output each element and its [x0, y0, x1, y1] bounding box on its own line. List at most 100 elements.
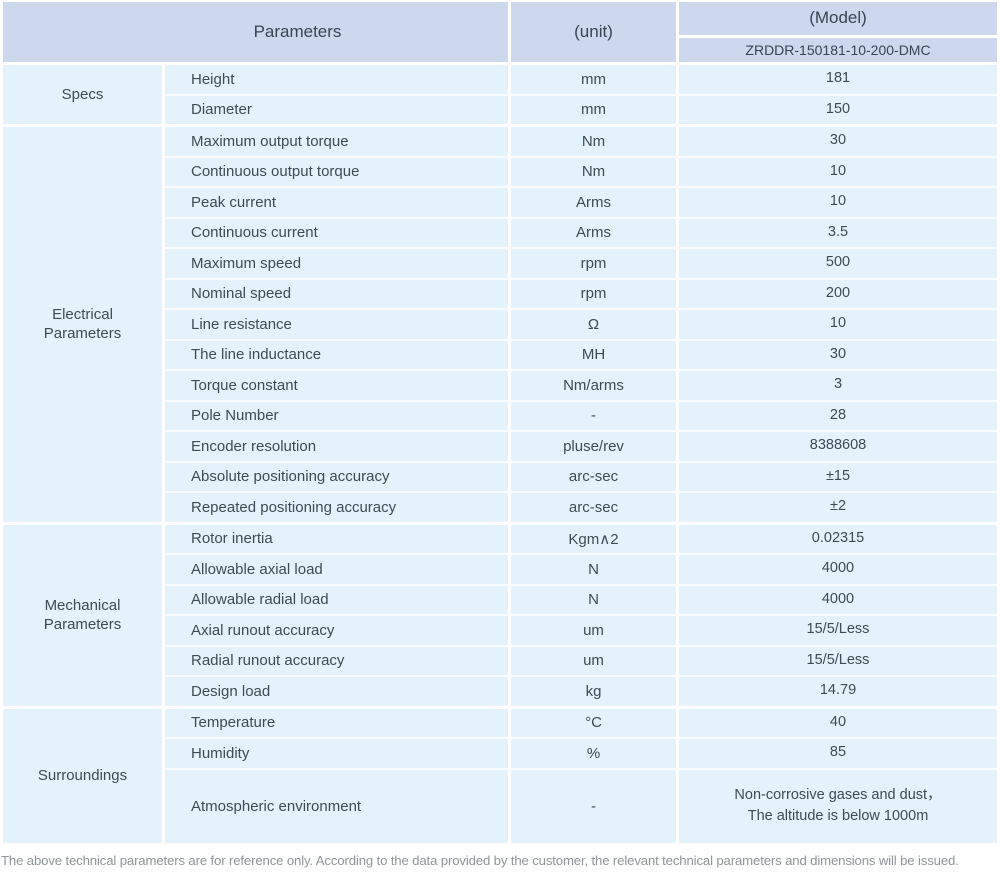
unit-cell: N	[511, 555, 679, 586]
value-cell: 0.02315	[679, 524, 997, 555]
unit-cell: MH	[511, 340, 679, 371]
table-row: Specs Height mm 181	[3, 65, 997, 127]
parameter-cell: Maximum output torque	[165, 127, 511, 158]
value-cell: 4000	[679, 585, 997, 616]
table-row: Continuous current Arms 3.5	[3, 218, 997, 249]
parameters-table: Parameters (unit) (Model) ZRDDR-150181-1…	[3, 2, 997, 846]
value-cell: 15/5/Less	[679, 616, 997, 647]
table-row: Peak current Arms 10	[3, 188, 997, 219]
parameter-cell: Peak current	[165, 188, 511, 219]
value-cell: 3	[679, 371, 997, 402]
table-row: Pole Number -28	[3, 401, 997, 432]
table-row: Repeated positioning accuracy arc-sec ±2	[3, 493, 997, 525]
table-row: Diameter mm 150	[3, 95, 997, 127]
parameter-cell: Pole Number	[165, 401, 511, 432]
parameter-cell: Design load	[165, 677, 511, 709]
value-cell: 3.5	[679, 218, 997, 249]
table-row: Encoder resolution pluse/rev 8388608	[3, 432, 997, 463]
table-row: Continuous output torque Nm 10	[3, 157, 997, 188]
value-cell: 500	[679, 249, 997, 280]
parameter-cell: Repeated positioning accuracy	[165, 493, 511, 525]
unit-cell: Nm/arms	[511, 371, 679, 402]
unit-cell: Arms	[511, 188, 679, 219]
table-row: Design load kg 14.79	[3, 677, 997, 709]
unit-cell: -	[511, 401, 679, 432]
parameter-cell: Torque constant	[165, 371, 511, 402]
unit-cell: Nm	[511, 127, 679, 158]
value-cell: 4000	[679, 555, 997, 586]
parameter-cell: Temperature	[165, 708, 511, 739]
value-cell: ±2	[679, 493, 997, 525]
unit-cell: Arms	[511, 218, 679, 249]
table-row: Axial runout accuracy um 15/5/Less	[3, 616, 997, 647]
unit-cell: rpm	[511, 249, 679, 280]
section-label: Surroundings	[3, 708, 165, 846]
parameter-cell: Allowable axial load	[165, 555, 511, 586]
table-row: Mechanical Parameters Rotor inertia Kgm∧2 0…	[3, 524, 997, 709]
table-row: Allowable axial load N 4000	[3, 555, 997, 586]
unit-cell: arc-sec	[511, 493, 679, 525]
value-cell: 10	[679, 188, 997, 219]
table-row: Absolute positioning accuracy arc-sec ±15	[3, 462, 997, 493]
value-cell: Non-corrosive gases and dust， The altitu…	[679, 769, 997, 846]
unit-cell: rpm	[511, 279, 679, 310]
header-row-1: Parameters (unit) (Model)	[3, 2, 997, 65]
value-cell: 40	[679, 708, 997, 739]
unit-cell: arc-sec	[511, 462, 679, 493]
value-cell: 30	[679, 127, 997, 158]
unit-cell: mm	[511, 65, 679, 96]
unit-column-header: (unit)	[511, 2, 679, 65]
table-header: Parameters (unit) (Model) ZRDDR-150181-1…	[3, 2, 997, 65]
unit-cell: um	[511, 616, 679, 647]
unit-cell: Ω	[511, 310, 679, 341]
model-column-header: (Model)	[679, 2, 997, 38]
unit-cell: N	[511, 585, 679, 616]
unit-cell: °C	[511, 708, 679, 739]
parameter-cell: Rotor inertia	[165, 524, 511, 555]
table-row: Electrical Parameters Maximum output torq…	[3, 127, 997, 525]
table-row: Atmospheric environment - Non-corrosive ga…	[3, 769, 997, 846]
parameter-cell: Encoder resolution	[165, 432, 511, 463]
unit-cell: kg	[511, 677, 679, 709]
table-row: Line resistance Ω 10	[3, 310, 997, 341]
parameter-cell: The line inductance	[165, 340, 511, 371]
value-cell: 15/5/Less	[679, 646, 997, 677]
table-row: Torque constant Nm/arms 3	[3, 371, 997, 402]
table-row: Humidity% 85	[3, 739, 997, 770]
section-label: Electrical Parameters	[3, 127, 165, 525]
unit-cell: -	[511, 769, 679, 846]
value-cell: 181	[679, 65, 997, 96]
parameter-cell: Continuous output torque	[165, 157, 511, 188]
unit-cell: mm	[511, 95, 679, 127]
parameters-column-header: Parameters	[3, 2, 511, 65]
table-row: Nominal speed rpm 200	[3, 279, 997, 310]
unit-cell: Nm	[511, 157, 679, 188]
parameter-cell: Nominal speed	[165, 279, 511, 310]
table-body: Specs Height mm 181 Diameter mm 150 Electrical …	[3, 65, 997, 846]
header-row-2: ZRDDR-150181-10-200-DMC	[3, 37, 997, 65]
section-label: Specs	[3, 65, 165, 127]
parameter-cell: Allowable radial load	[165, 585, 511, 616]
table-row: Maximum speed rpm 500	[3, 249, 997, 280]
parameter-cell: Atmospheric environment	[165, 769, 511, 846]
parameter-cell: Humidity	[165, 739, 511, 770]
parameter-cell: Diameter	[165, 95, 511, 127]
value-cell: 150	[679, 95, 997, 127]
value-cell: 8388608	[679, 432, 997, 463]
value-cell: 10	[679, 310, 997, 341]
value-cell: 10	[679, 157, 997, 188]
unit-cell: pluse/rev	[511, 432, 679, 463]
table-row: Surroundings Temperature °C 40	[3, 708, 997, 846]
section-label: Mechanical Parameters	[3, 524, 165, 709]
parameter-cell: Maximum speed	[165, 249, 511, 280]
value-cell: 30	[679, 340, 997, 371]
unit-cell: um	[511, 646, 679, 677]
table-row: The line inductance MH 30	[3, 340, 997, 371]
parameter-cell: Height	[165, 65, 511, 96]
value-cell: 14.79	[679, 677, 997, 709]
table-row: Allowable radial load N 4000	[3, 585, 997, 616]
value-cell: 200	[679, 279, 997, 310]
value-cell: 85	[679, 739, 997, 770]
value-cell: 28	[679, 401, 997, 432]
parameter-cell: Continuous current	[165, 218, 511, 249]
